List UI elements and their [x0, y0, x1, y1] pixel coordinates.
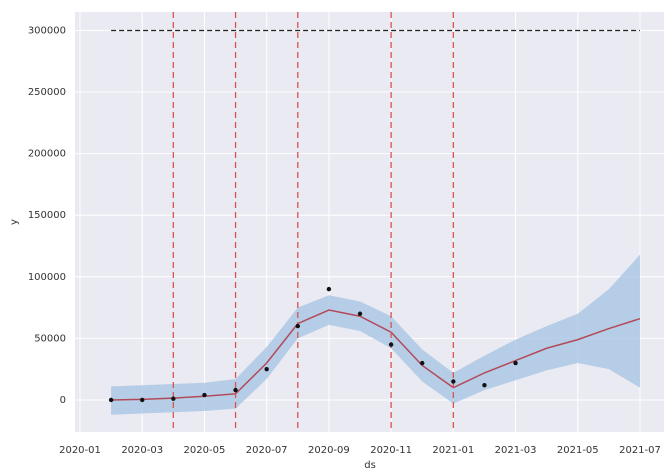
data-point: [451, 379, 456, 384]
x-tick-label: 2020-03: [121, 445, 163, 456]
data-point: [326, 286, 332, 292]
data-point: [388, 342, 394, 347]
y-tick-label: 150000: [28, 210, 66, 221]
y-tick-label: 100000: [28, 272, 66, 283]
y-tick-label: 200000: [28, 149, 66, 160]
uncertainty-band: [111, 254, 641, 415]
data-point: [357, 311, 363, 316]
x-tick-label: 2020-01: [59, 445, 101, 456]
x-tick-label: 2021-01: [432, 445, 474, 456]
x-tick-label: 2021-07: [619, 445, 661, 456]
y-tick-label: 50000: [34, 333, 66, 344]
x-tick-label: 2020-07: [246, 445, 288, 456]
x-tick-label: 2021-03: [495, 445, 537, 456]
data-point: [233, 387, 238, 393]
x-axis-label: ds: [364, 460, 376, 471]
y-axis-label: y: [9, 219, 20, 225]
x-tick-label: 2020-05: [184, 445, 226, 456]
data-point: [295, 323, 300, 329]
y-tick-label: 300000: [28, 25, 66, 36]
x-tick-label: 2020-11: [370, 445, 412, 456]
x-tick-label: 2021-05: [557, 445, 599, 456]
data-point: [140, 397, 145, 403]
y-tick-label: 250000: [28, 87, 66, 98]
data-point: [202, 392, 207, 398]
y-tick-label: 0: [60, 395, 66, 406]
x-tick-label: 2020-09: [308, 445, 350, 456]
data-point: [171, 396, 176, 401]
data-point: [513, 360, 518, 366]
data-point: [420, 360, 425, 366]
data-point: [482, 382, 487, 388]
forecast-line: [111, 309, 641, 401]
data-point: [108, 397, 114, 403]
data-point: [264, 366, 269, 372]
plot-area: [75, 12, 664, 432]
